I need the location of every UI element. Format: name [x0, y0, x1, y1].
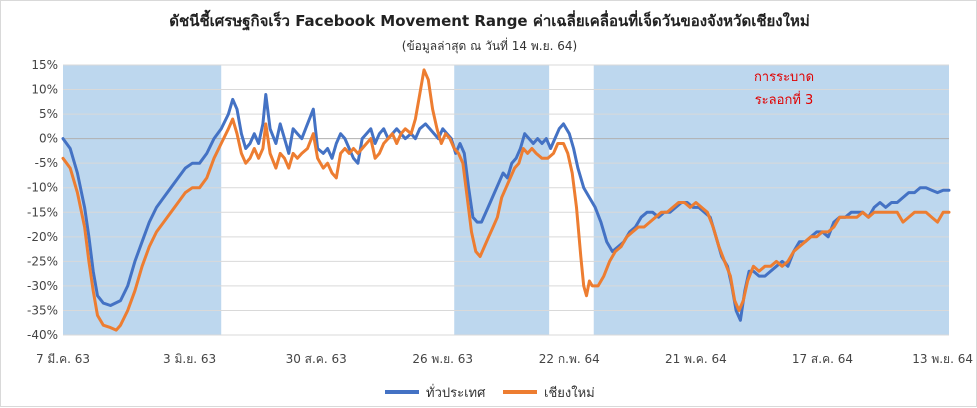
series-lines [61, 68, 951, 332]
x-tick-label: 17 ส.ค. 64 [792, 352, 853, 366]
legend-label-national: ทั่วประเทศ [426, 384, 486, 401]
shaded-period-2 [593, 65, 949, 335]
y-tick-label: -35% [27, 303, 58, 317]
annotation-line-1: การระบาด [754, 70, 814, 85]
x-tick-label: 30 ส.ค. 63 [286, 352, 347, 366]
series-line-1 [61, 68, 951, 332]
legend: ทั่วประเทศ เชียงใหม่ [385, 384, 595, 401]
y-tick-label: -15% [27, 205, 58, 219]
y-tick-label: 15% [31, 58, 58, 72]
x-tick-label: 7 มี.ค. 63 [36, 352, 90, 366]
chart-subtitle: (ข้อมูลล่าสุด ณ วันที่ 14 พ.ย. 64) [401, 39, 578, 53]
x-tick-label: 13 พ.ย. 64 [912, 352, 973, 366]
y-tick-label: -10% [27, 181, 58, 195]
y-tick-label: 5% [39, 107, 58, 121]
y-axis-ticks: 15% 10% 5% 0% -5% -10% -15% -20% -25% -30% -35% -40… [27, 58, 58, 342]
x-tick-label: 21 พ.ค. 64 [665, 352, 727, 366]
annotation-line-2: ระลอกที่ 3 [755, 91, 814, 108]
shaded-periods [63, 65, 949, 335]
y-tick-label: -5% [35, 156, 58, 170]
shaded-period-0 [63, 65, 222, 335]
y-tick-label: -30% [27, 279, 58, 293]
x-tick-label: 3 มิ.ย. 63 [163, 352, 216, 366]
y-tick-label: -20% [27, 230, 58, 244]
y-tick-label: 0% [39, 132, 58, 146]
y-tick-label: -40% [27, 328, 58, 342]
y-tick-label: -25% [27, 254, 58, 268]
chart-title: ดัชนีชี้เศรษฐกิจเร็ว Facebook Movement R… [169, 12, 810, 30]
y-tick-label: 10% [31, 83, 58, 97]
x-tick-label: 22 ก.พ. 64 [539, 352, 600, 366]
series-line-0 [61, 93, 951, 322]
x-tick-label: 26 พ.ย. 63 [412, 352, 473, 366]
x-axis-ticks: 7 มี.ค. 63 3 มิ.ย. 63 30 ส.ค. 63 26 พ.ย. 63… [36, 352, 973, 366]
legend-label-chiangmai: เชียงใหม่ [544, 385, 595, 401]
